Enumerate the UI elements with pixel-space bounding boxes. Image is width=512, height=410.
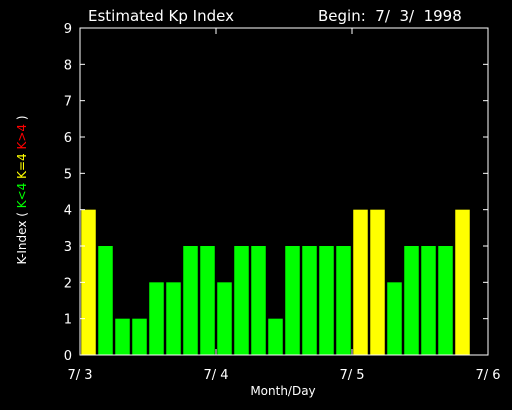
kp-bar [149, 282, 164, 355]
x-tick-label: 7/ 6 [475, 368, 500, 383]
y-axis-label-legend-part: K=4 [15, 150, 29, 179]
y-tick-label: 6 [64, 131, 72, 146]
y-axis-label: K-Index ( K<4 K=4 K>4 ) [15, 115, 29, 264]
kp-bar [353, 209, 368, 355]
kp-bar [268, 318, 283, 355]
y-axis-label-legend-part: ) [15, 115, 29, 120]
y-tick-label: 4 [64, 204, 72, 219]
kp-bar [387, 282, 402, 355]
kp-bar [251, 246, 266, 355]
x-tick-label: 7/ 3 [67, 368, 92, 383]
kp-bar [370, 209, 385, 355]
kp-bar [438, 246, 453, 355]
kp-bar [132, 318, 147, 355]
kp-bar [319, 246, 334, 355]
kp-bar [455, 209, 470, 355]
y-tick-label: 3 [64, 240, 72, 255]
plot-frame [79, 27, 489, 356]
kp-bar [285, 246, 300, 355]
plot-area: 0 1 2 3 4 5 6 7 8 9 7/ 3 7/ 4 7/ 5 7/ 6 [64, 22, 501, 383]
kp-bar [234, 246, 249, 355]
kp-bar [404, 246, 419, 355]
x-tick-label: 7/ 4 [203, 368, 228, 383]
y-tick-label: 9 [64, 22, 72, 37]
kp-bar [336, 246, 351, 355]
x-tick-label: 7/ 5 [339, 368, 364, 383]
y-tick-label: 1 [64, 313, 72, 328]
begin-date-label: Begin: 7/ 3/ 1998 [318, 7, 462, 25]
y-tick-label: 2 [64, 276, 72, 291]
kp-bar [421, 246, 436, 355]
kp-bar [183, 246, 198, 355]
kp-bar [166, 282, 181, 355]
y-tick-label: 0 [64, 349, 72, 364]
y-tick-label: 7 [64, 95, 72, 110]
kp-bar [98, 246, 113, 355]
kp-bar [115, 318, 130, 355]
kp-bar [217, 282, 232, 355]
y-axis-label-legend-part: K>4 [15, 120, 29, 149]
y-tick-label: 5 [64, 167, 72, 182]
x-axis-label: Month/Day [250, 384, 315, 398]
kp-bar [200, 246, 215, 355]
y-tick-label: 8 [64, 58, 72, 73]
y-axis-label-legend-part: K<4 [15, 179, 29, 208]
y-axis-label-prefix: K-Index [15, 217, 29, 265]
kp-bar [302, 246, 317, 355]
y-axis-label-legend-part: ( [15, 208, 29, 217]
chart-title: Estimated Kp Index [88, 7, 234, 25]
